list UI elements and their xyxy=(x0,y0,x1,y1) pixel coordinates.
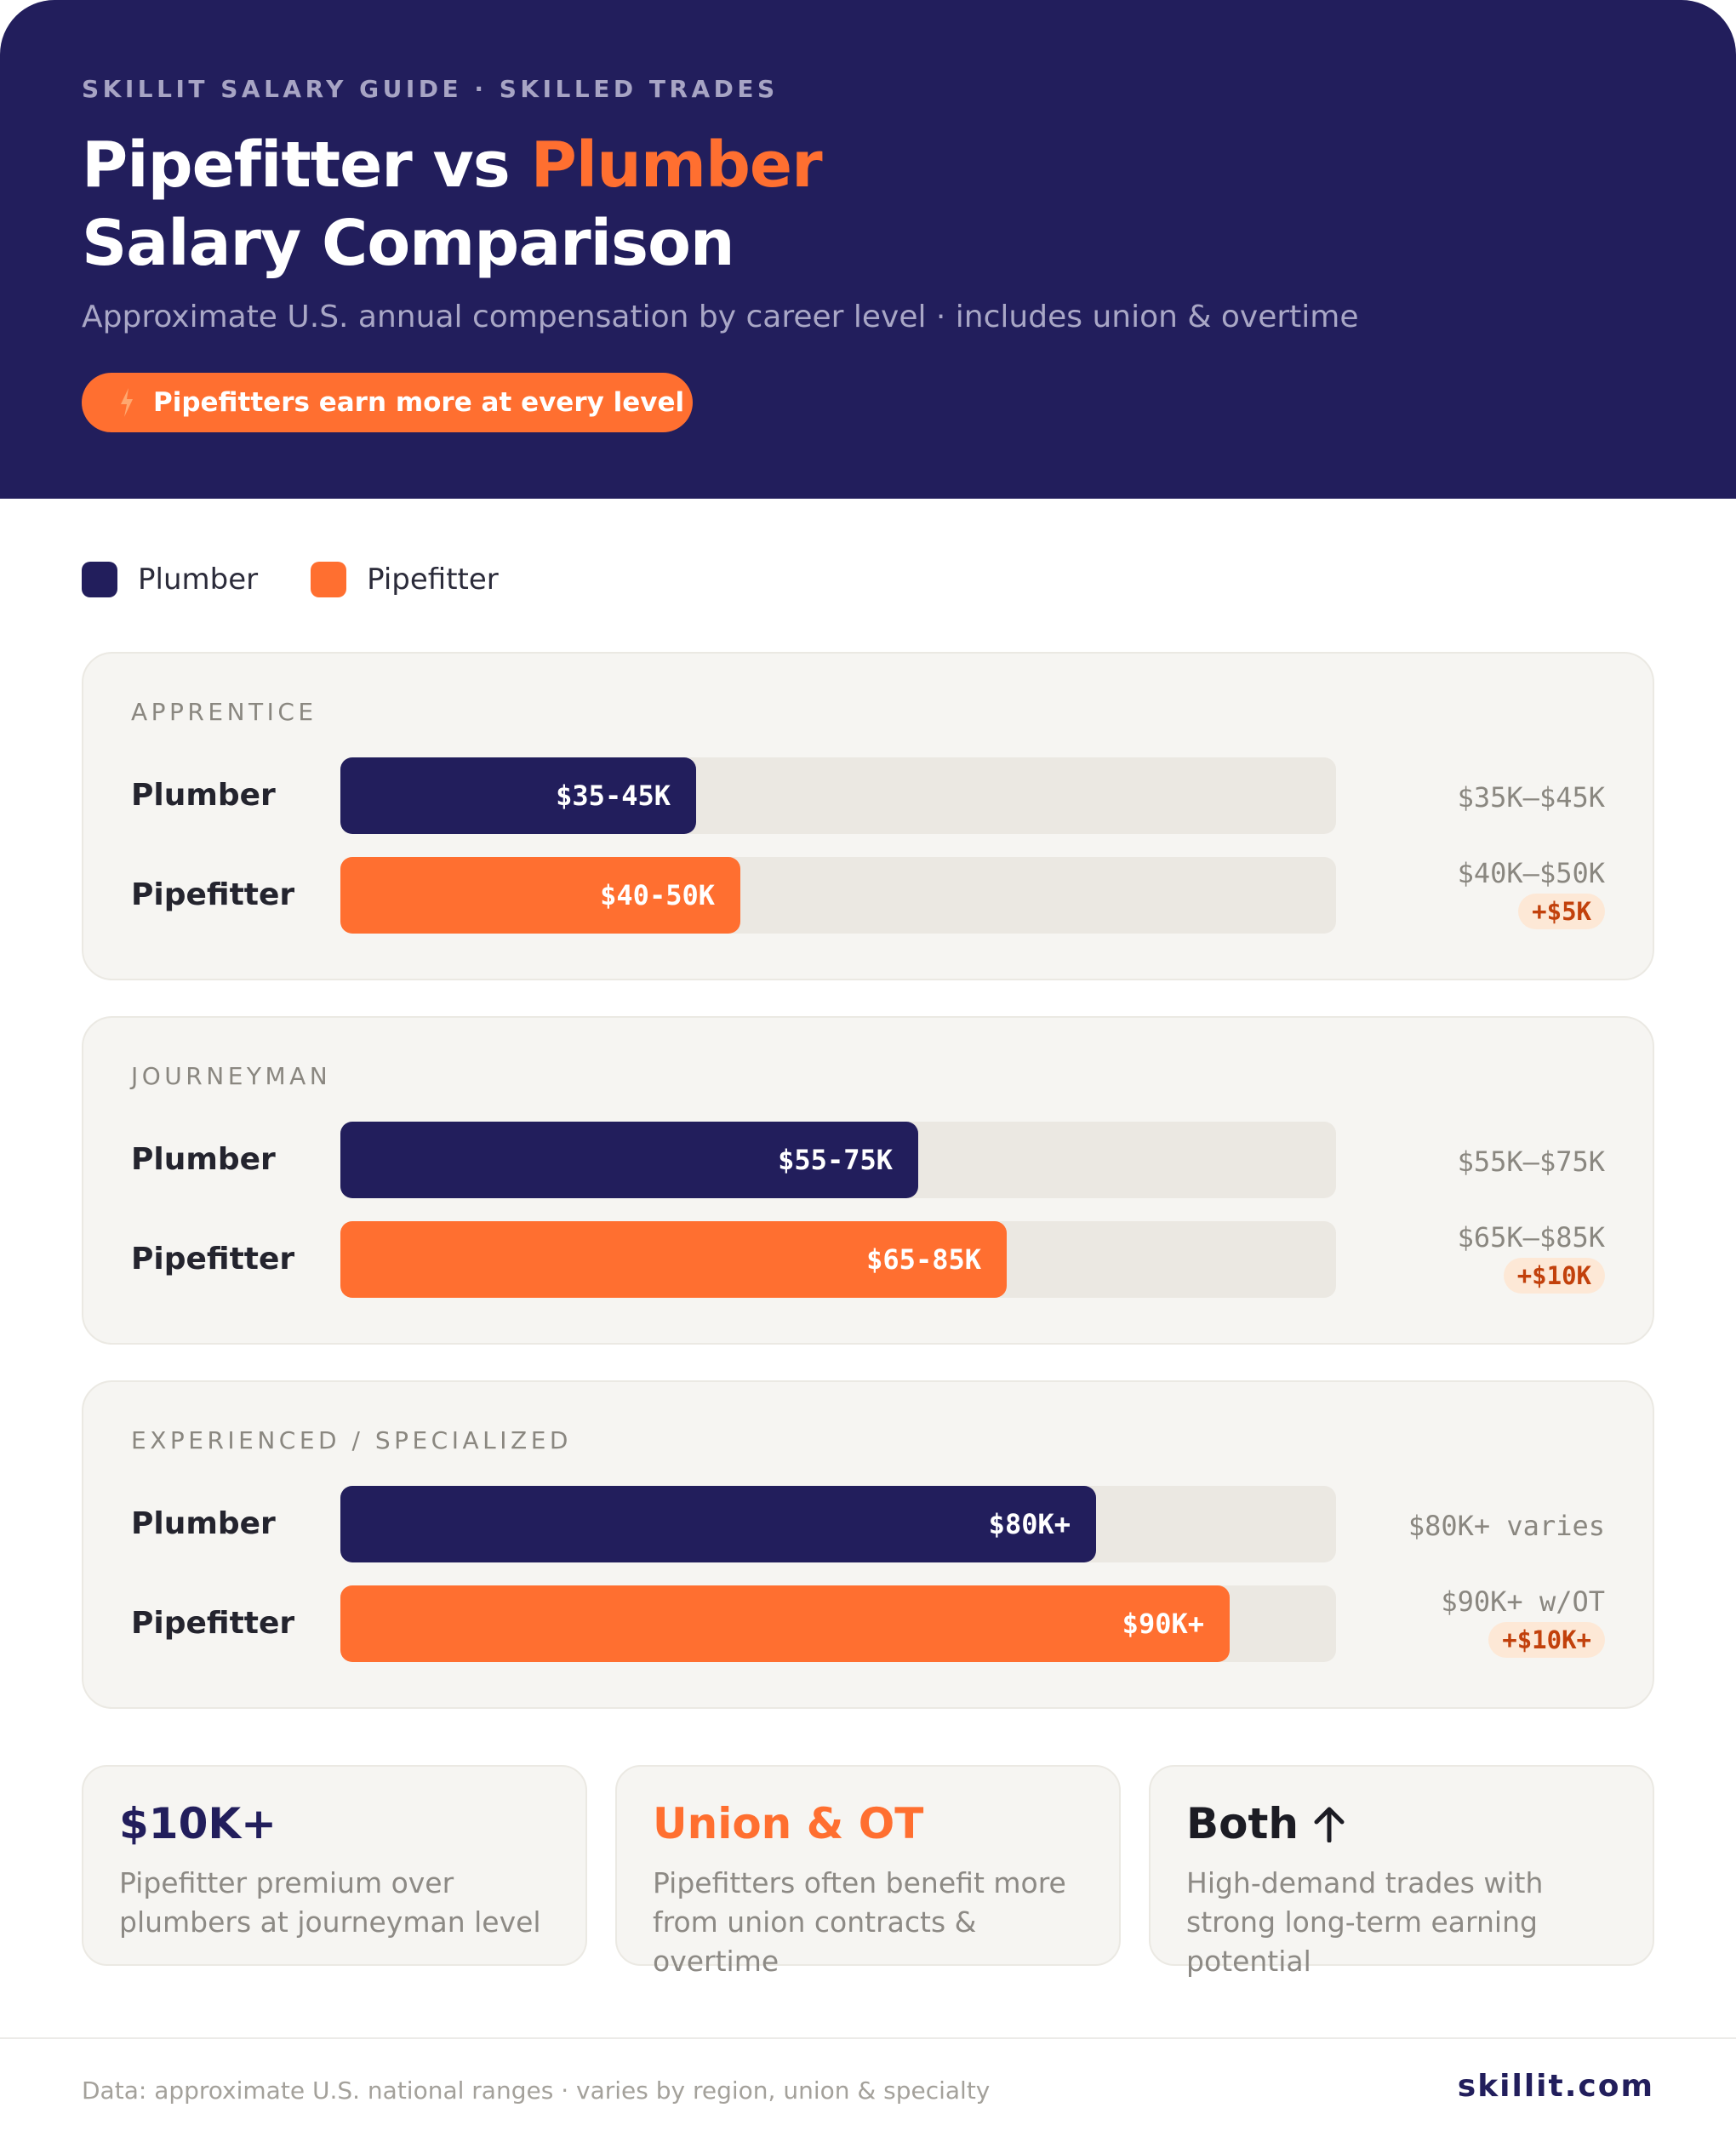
bar-track: $35-45K xyxy=(340,757,1336,834)
bar-track: $40-50K xyxy=(340,857,1336,934)
delta-badge: +$10K+ xyxy=(1488,1622,1605,1658)
hero-header: SKILLIT SALARY GUIDE · SKILLED TRADES Pi… xyxy=(0,0,1736,499)
legend-item-pipefitter: Pipefitter xyxy=(311,562,499,597)
bar-row-plumber: Plumber $80K+ $80K+ varies xyxy=(83,1486,1653,1562)
bar-track: $55-75K xyxy=(340,1122,1336,1198)
arrow-up-icon xyxy=(1314,1807,1345,1842)
bar-plumber: $55-75K xyxy=(340,1122,918,1198)
stat-head: Both xyxy=(1186,1796,1617,1852)
eyebrow: SKILLIT SALARY GUIDE · SKILLED TRADES xyxy=(82,75,779,103)
series-label: Plumber xyxy=(131,778,276,813)
stat-head: Union & OT xyxy=(653,1799,924,1848)
level-title: EXPERIENCED / SPECIALIZED xyxy=(131,1426,572,1454)
bar-track: $65-85K xyxy=(340,1221,1336,1298)
legend-label: Plumber xyxy=(138,563,259,597)
level-title: APPRENTICE xyxy=(131,698,317,726)
level-title: JOURNEYMAN xyxy=(131,1062,332,1090)
series-label: Plumber xyxy=(131,1142,276,1177)
pill-label: Pipefitters earn more at every level xyxy=(153,387,685,418)
bar-pipefitter: $65-85K xyxy=(340,1221,1007,1298)
range-label: $55K–$75K xyxy=(1457,1145,1605,1178)
series-label: Pipefitter xyxy=(131,1606,295,1641)
bar-value-label: $55-75K xyxy=(778,1144,893,1176)
range-label: $35K–$45K xyxy=(1457,781,1605,814)
level-card-journeyman: JOURNEYMAN Plumber $55-75K $55K–$75K Pipefi… xyxy=(82,1016,1654,1345)
delta-badge: +$5K xyxy=(1518,894,1605,929)
bar-track: $90K+ xyxy=(340,1585,1336,1662)
footer-note: Data: approximate U.S. national ranges ·… xyxy=(82,2076,991,2105)
stat-desc: High-demand trades with strong long-term… xyxy=(1186,1866,1544,1978)
series-label: Pipefitter xyxy=(131,1242,295,1277)
title-line2: Salary Comparison xyxy=(82,207,735,280)
title-accent: Plumber xyxy=(530,129,823,202)
page-title: Pipefitter vs Plumber Salary Comparison xyxy=(82,126,823,283)
stat-head-text: Both xyxy=(1186,1799,1299,1848)
footer-brand[interactable]: skillit.com xyxy=(1457,2069,1654,2104)
legend-swatch xyxy=(82,562,117,597)
bar-pipefitter: $90K+ xyxy=(340,1585,1230,1662)
bar-row-plumber: Plumber $55-75K $55K–$75K xyxy=(83,1122,1653,1198)
bar-value-label: $90K+ xyxy=(1122,1608,1204,1640)
level-card-apprentice: APPRENTICE Plumber $35-45K $35K–$45K Pipefi… xyxy=(82,652,1654,980)
stat-head: $10K+ xyxy=(119,1799,277,1848)
legend-item-plumber: Plumber xyxy=(82,562,258,597)
stat-card-premium: $10K+ Pipefitter premium over plumbers a… xyxy=(82,1765,587,1966)
bar-value-label: $80K+ xyxy=(988,1508,1071,1540)
highlight-pill: Pipefitters earn more at every level xyxy=(82,373,693,432)
stat-desc: Pipefitter premium over plumbers at jour… xyxy=(119,1866,541,1939)
legend-label: Pipefitter xyxy=(367,563,499,597)
bar-pipefitter: $40-50K xyxy=(340,857,740,934)
bar-value-label: $40-50K xyxy=(600,879,715,911)
bar-value-label: $35-45K xyxy=(556,780,671,812)
bar-plumber: $80K+ xyxy=(340,1486,1096,1562)
bar-row-plumber: Plumber $35-45K $35K–$45K xyxy=(83,757,1653,834)
bar-row-pipefitter: Pipefitter $40-50K $40K–$50K +$5K xyxy=(83,857,1653,934)
range-label: $80K+ varies xyxy=(1408,1510,1605,1542)
bar-track: $80K+ xyxy=(340,1486,1336,1562)
legend-swatch xyxy=(311,562,347,597)
series-label: Pipefitter xyxy=(131,877,295,912)
chart-legend: Plumber Pipefitter xyxy=(82,562,551,597)
level-card-experienced: EXPERIENCED / SPECIALIZED Plumber $80K+ $8… xyxy=(82,1380,1654,1709)
bar-plumber: $35-45K xyxy=(340,757,696,834)
delta-badge: +$10K xyxy=(1503,1258,1605,1294)
footer-divider xyxy=(0,2037,1736,2039)
subtitle: Approximate U.S. annual compensation by … xyxy=(82,300,1359,334)
stat-desc: Pipefitters often benefit more from unio… xyxy=(653,1866,1066,1978)
range-label: $65K–$85K xyxy=(1457,1221,1605,1254)
range-label: $90K+ w/OT xyxy=(1441,1585,1605,1618)
bar-value-label: $65-85K xyxy=(866,1243,981,1276)
bar-row-pipefitter: Pipefitter $65-85K $65K–$85K +$10K xyxy=(83,1221,1653,1298)
title-part1: Pipefitter vs xyxy=(82,129,531,202)
stat-card-both: Both High-demand trades with strong long… xyxy=(1149,1765,1654,1978)
series-label: Plumber xyxy=(131,1506,276,1541)
lightning-icon xyxy=(121,388,133,417)
bar-row-pipefitter: Pipefitter $90K+ $90K+ w/OT +$10K+ xyxy=(83,1585,1653,1662)
stat-card-union: Union & OT Pipefitters often benefit mor… xyxy=(615,1765,1121,1978)
range-label: $40K–$50K xyxy=(1457,857,1605,889)
